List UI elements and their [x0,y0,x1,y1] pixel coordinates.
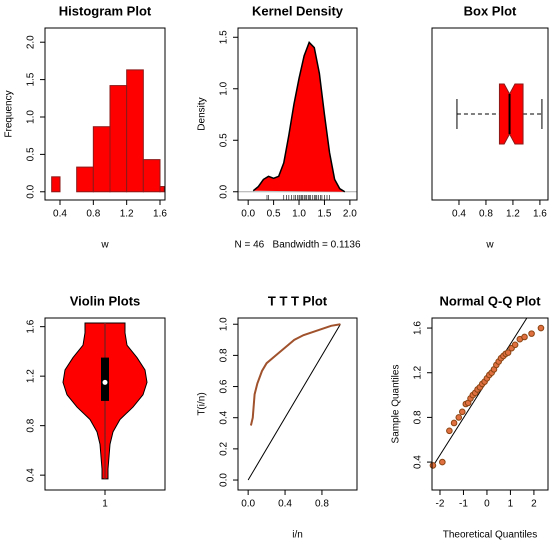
y-tick-label: 1.0 [219,317,230,331]
y-tick-label: 1.2 [26,369,37,383]
panel-title: Kernel Density [252,3,344,18]
histogram-bar [109,85,128,193]
x-tick-label: 1.6 [153,209,167,220]
qq-point [504,349,512,356]
histogram-bar [51,176,61,193]
x-axis-label: i/n [292,530,303,541]
y-tick-label: 0.0 [219,184,230,198]
y-tick-label: 1.5 [26,72,37,86]
y-tick-label: 0.4 [26,468,37,482]
x-tick-label: -2 [436,499,445,510]
y-tick-label: 0.4 [219,410,230,424]
panel-title: T T T Plot [268,293,328,308]
x-tick-label: 0.8 [479,209,493,220]
qq-point [439,458,446,466]
x-tick-label: 1 [508,499,514,510]
x-tick-label: 1.2 [120,209,134,220]
y-tick-label: 2.0 [26,35,37,49]
reference-line [247,323,341,481]
y-tick-label: 0.0 [219,473,230,487]
x-tick-label: 1.0 [292,209,306,220]
y-tick-label: 0.2 [219,441,230,455]
x-axis-label: w [100,240,109,251]
y-tick-label: 0.8 [26,418,37,432]
x-tick-label: 1 [102,499,108,510]
x-tick-label: 0.8 [315,499,329,510]
x-tick-label: 0.5 [267,209,281,220]
x-tick-label: 2.0 [343,209,357,220]
x-tick-label: 2 [531,499,537,510]
x-tick-label: 0 [484,499,490,510]
qq-point [537,324,545,332]
plot-frame [44,27,166,201]
panel-title: Normal Q-Q Plot [439,293,541,308]
y-tick-label: 0.8 [413,410,424,424]
y-axis-label: Sample Quantiles [391,365,402,444]
y-tick-label: 1.6 [413,321,424,335]
x-axis-label: w [485,240,494,251]
x-axis-label: Theoretical Quantiles [443,530,538,541]
plot-frame [237,27,358,201]
y-axis-label: Frequency [4,90,15,137]
violin-box [101,357,109,401]
x-tick-label: 0.0 [241,209,255,220]
x-axis-label: N = 46 Bandwidth = 0.1136 [234,240,360,251]
qq-point [446,427,453,435]
qq-point [458,408,466,416]
qq-point [429,462,437,469]
histogram-bar [126,69,144,193]
qq-point [450,419,458,427]
x-tick-label: 0.0 [241,499,255,510]
y-axis-label: T(i/n) [197,392,208,415]
x-tick-label: 0.4 [278,499,292,510]
notched-box [498,83,524,145]
panel-title: Violin Plots [70,293,141,308]
y-tick-label: 1.0 [26,110,37,124]
violin-median [102,379,108,385]
x-tick-label: -1 [459,499,468,510]
y-tick-label: 0.6 [219,379,230,393]
qq-point [455,414,463,421]
plot-frame [431,27,549,201]
qq-point [521,333,528,341]
qq-point [528,330,535,337]
qq-point [511,341,519,349]
y-tick-label: 1.2 [413,365,424,379]
y-tick-label: 0.5 [219,133,230,147]
y-tick-label: 1.0 [219,81,230,95]
histogram-bar [92,126,111,193]
plot-frame [237,317,358,491]
y-axis-label: Density [197,97,208,130]
ttt-line [249,323,341,426]
y-tick-label: 1.5 [219,30,230,44]
x-tick-label: 0.8 [86,209,100,220]
x-tick-label: 1.5 [317,209,331,220]
plot-frame [44,317,166,491]
histogram-bar [159,186,165,193]
panel-title: Box Plot [464,3,517,18]
x-tick-label: 1.2 [506,209,520,220]
histogram-bar [142,159,161,193]
y-tick-label: 1.6 [26,319,37,333]
plot-frame [431,317,549,491]
x-tick-label: 0.4 [53,209,67,220]
y-tick-label: 0.0 [26,184,37,198]
x-tick-label: 0.4 [452,209,466,220]
y-tick-label: 0.5 [26,147,37,161]
x-tick-label: 1.6 [533,209,547,220]
y-tick-label: 0.4 [413,455,424,469]
panel-title: Histogram Plot [59,3,152,18]
density-area [252,41,346,193]
y-tick-label: 0.8 [219,348,230,362]
reference-line [431,317,528,468]
histogram-bar [76,166,94,193]
